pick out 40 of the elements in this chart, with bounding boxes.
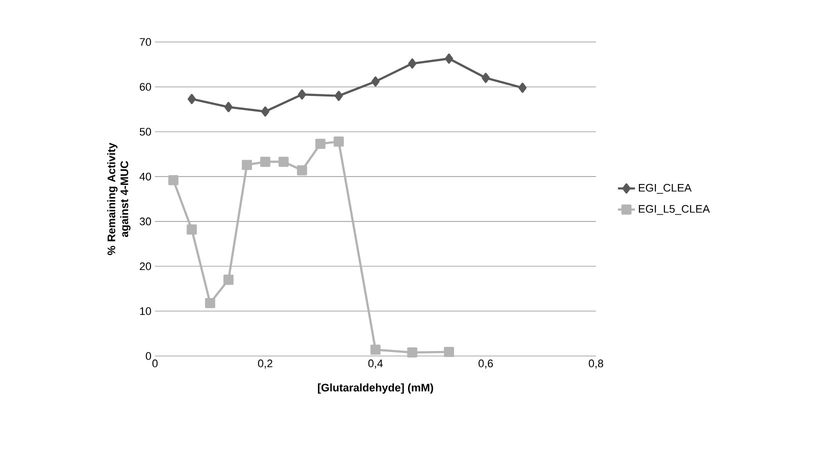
x-tick-label: 0,4 [368,360,383,369]
point [261,106,270,117]
point [223,274,234,285]
x-tick-label: 0,8 [588,360,604,369]
y-tick-label: 0 [146,352,152,360]
point [315,138,326,149]
legend-label: EGI_CLEA [638,184,692,194]
y-tick-label: 30 [140,218,152,226]
point [296,165,308,176]
point [444,54,454,64]
point [334,136,344,147]
point [224,102,233,112]
point [370,344,381,355]
y-tick-label: 60 [140,82,152,91]
point [168,175,178,186]
x-axis-title: [Glutaraldehyde] (mM) [318,383,434,394]
point [334,90,343,101]
point [482,72,490,83]
x-tick-label: 0,6 [478,360,493,369]
point [518,82,527,93]
point [186,224,197,235]
y-tick-label: 20 [140,262,152,270]
y-tick-label: 50 [140,128,152,136]
y-tick-label: 40 [140,172,152,180]
point [407,347,418,358]
point [188,94,196,104]
point [278,156,289,167]
x-tick-label: 0 [152,360,158,368]
point [298,89,306,100]
y-tick-label: 70 [140,38,152,46]
legend-label: EGI_L5_CLEA [638,205,710,215]
y-axis-title: % Remaining Activity against 4-MUC [107,142,130,256]
point [444,346,454,358]
point [205,298,216,308]
point [371,76,380,87]
point [260,156,270,167]
y-tick-label: 10 [140,307,152,316]
point [408,58,416,69]
point [242,160,252,170]
x-tick-label: 0,2 [258,360,272,369]
